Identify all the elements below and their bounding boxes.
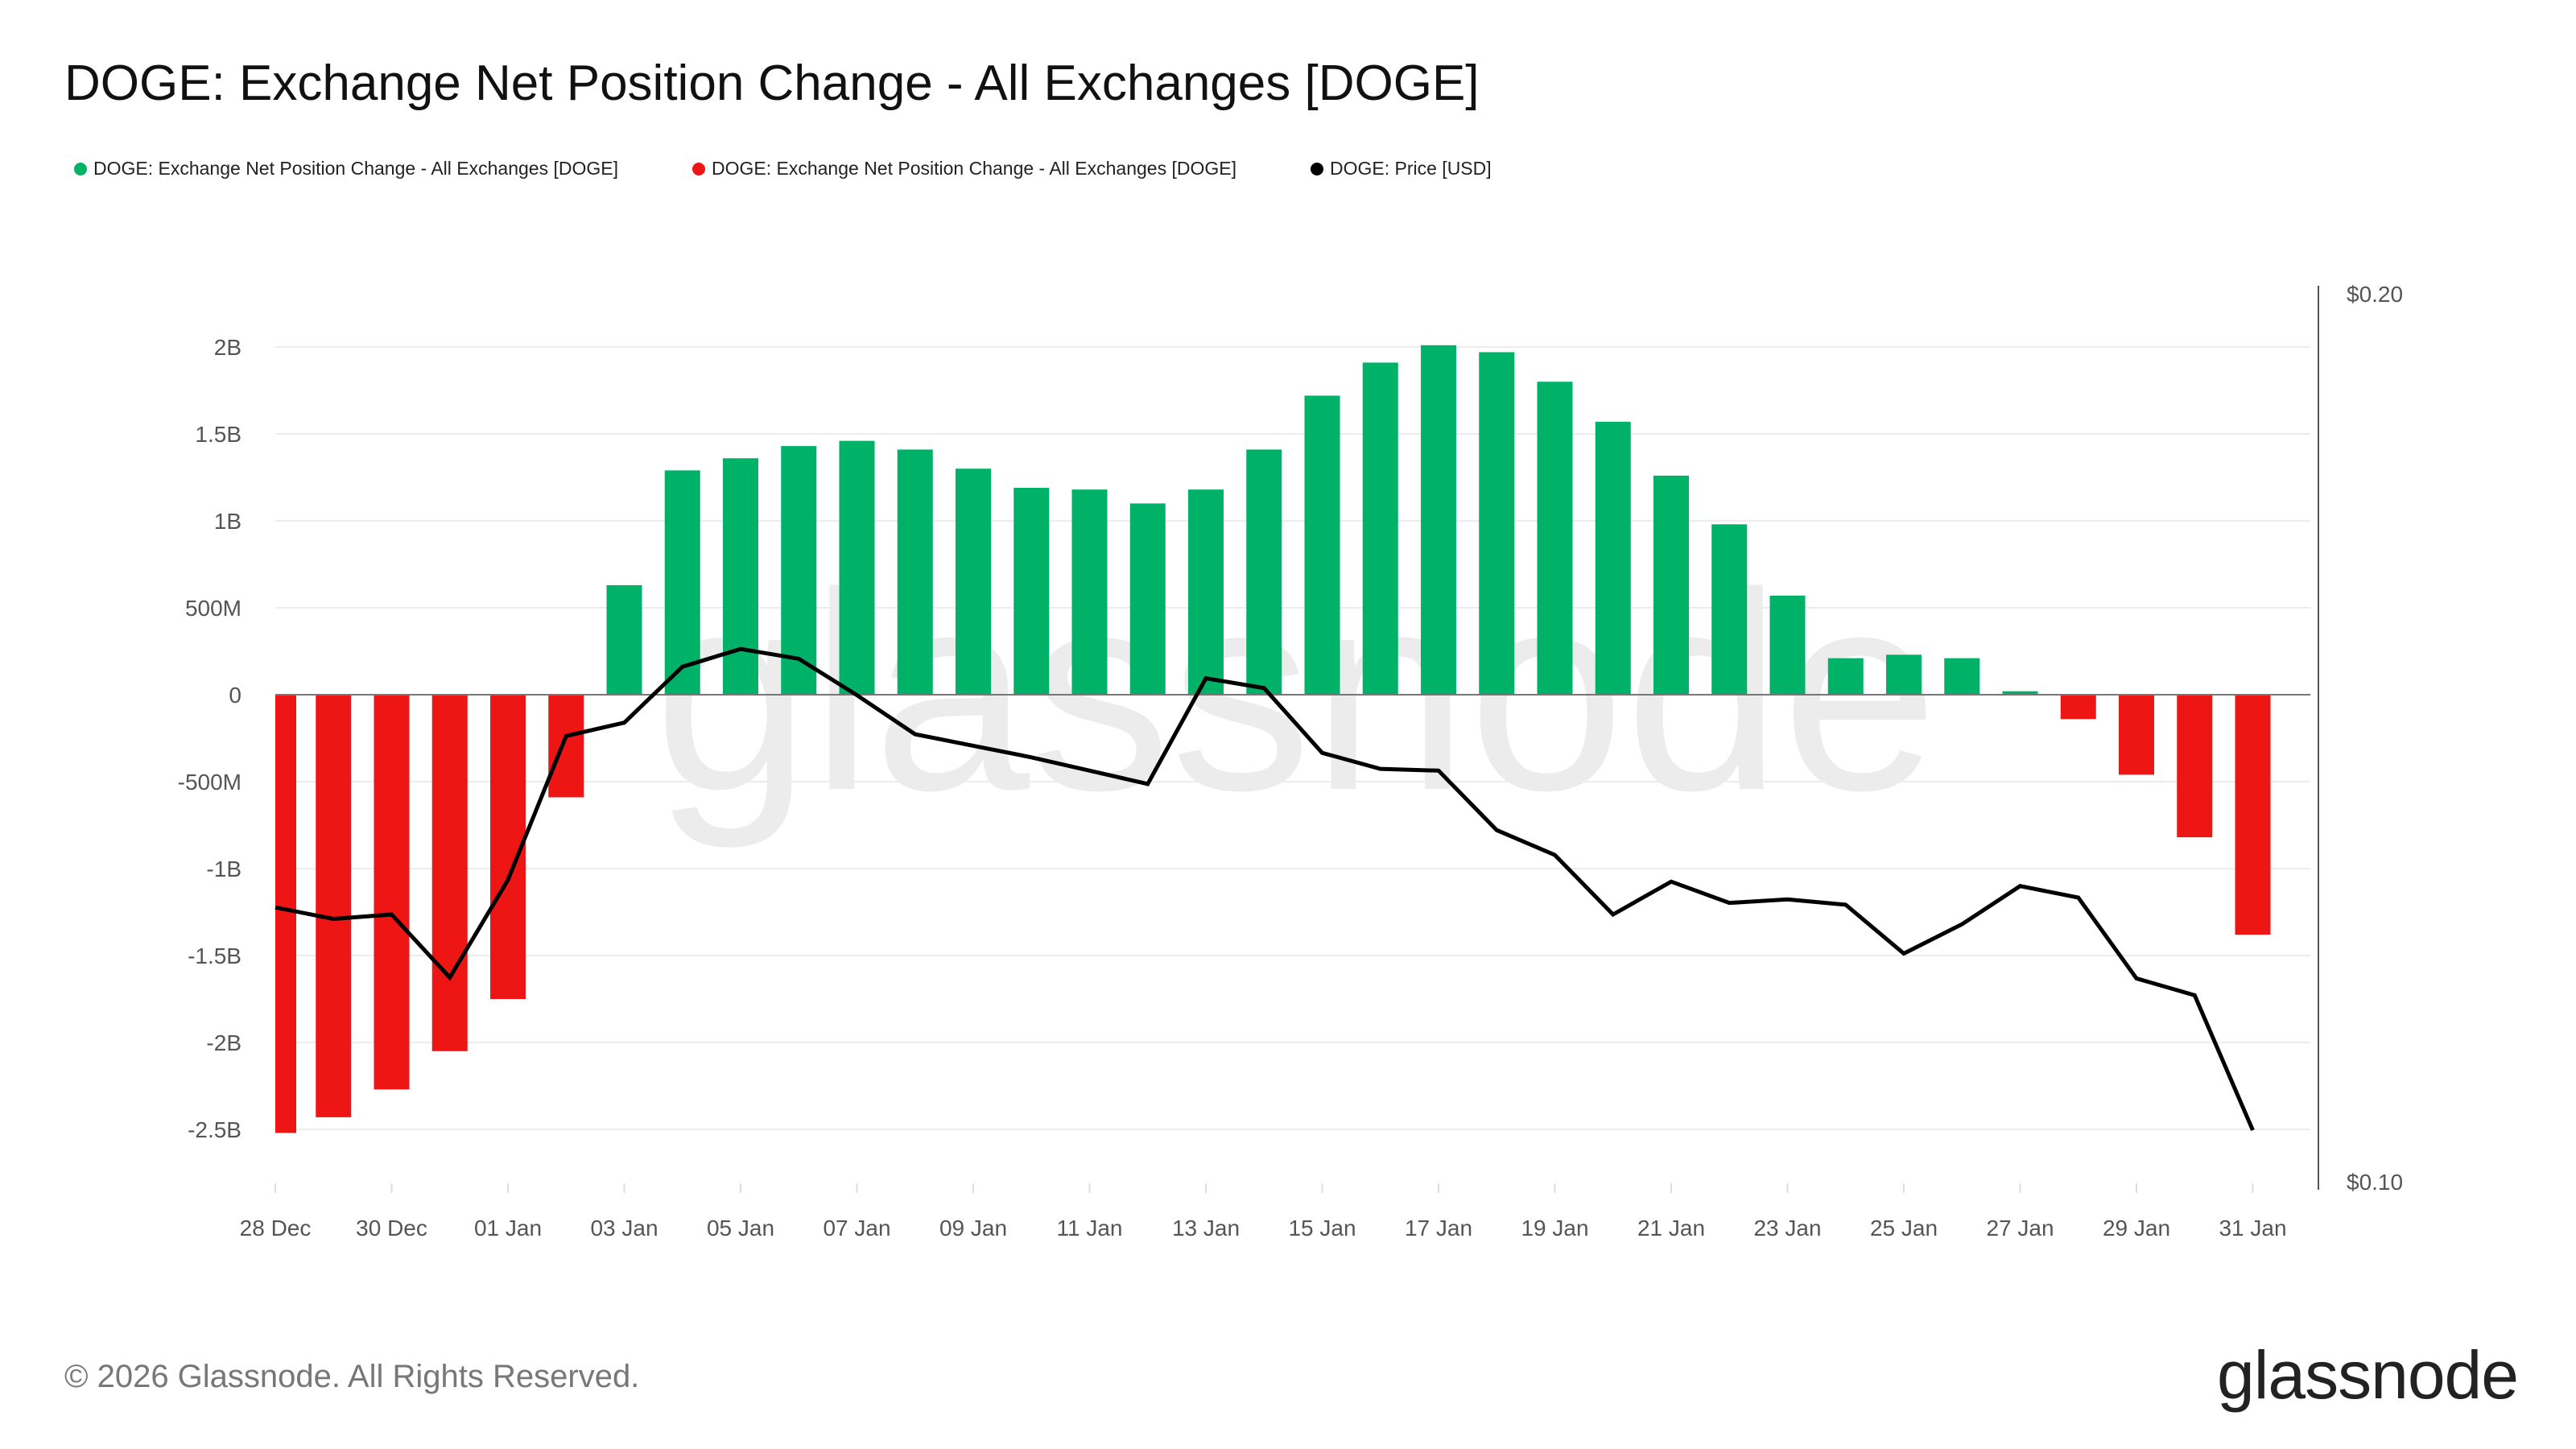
legend-item-price[interactable]: DOGE: Price [USD]	[1311, 158, 1492, 180]
bar-positive	[897, 449, 933, 695]
bar-positive	[956, 469, 991, 695]
bar-negative	[2119, 695, 2154, 775]
y-tick-label: 1.5B	[195, 422, 242, 447]
legend-label: DOGE: Price [USD]	[1330, 158, 1492, 179]
legend-item-inflow[interactable]: DOGE: Exchange Net Position Change - All…	[74, 158, 618, 180]
bar-negative	[374, 695, 410, 1090]
bar-positive	[1421, 345, 1456, 695]
bar-positive	[1537, 382, 1573, 695]
x-tick-label: 15 Jan	[1288, 1216, 1356, 1241]
bar-positive	[1886, 654, 1922, 695]
chart-title: DOGE: Exchange Net Position Change - All…	[64, 56, 1480, 111]
bar-positive	[1595, 421, 1631, 695]
y-tick-label: 1B	[214, 509, 242, 534]
price-line	[275, 646, 2255, 1132]
y-tick-label: -2.5B	[188, 1117, 242, 1142]
y-tick-label: -1B	[206, 857, 242, 881]
bar-positive	[1944, 658, 1980, 695]
x-tick-label: 05 Jan	[707, 1216, 774, 1241]
bar-positive	[1013, 487, 1050, 695]
y-right-tick-label: $0.10	[2347, 1170, 2403, 1195]
bar-positive	[1071, 489, 1108, 695]
x-tick-label: 11 Jan	[1057, 1216, 1123, 1241]
x-tick-label: 19 Jan	[1521, 1216, 1588, 1241]
legend-dot-black-icon	[1311, 162, 1323, 175]
legend-dot-green-icon	[74, 162, 87, 175]
bar-positive	[1129, 503, 1166, 695]
legend-label: DOGE: Exchange Net Position Change - All…	[712, 158, 1236, 179]
bar-positive	[1188, 489, 1224, 695]
bar-positive	[1362, 362, 1398, 695]
bar-positive	[723, 458, 758, 695]
y-tick-label: -2B	[206, 1030, 242, 1055]
y-tick-label: 500M	[185, 596, 242, 621]
y-tick-label: 2B	[214, 335, 242, 360]
bar-negative	[2177, 695, 2213, 838]
legend: DOGE: Exchange Net Position Change - All…	[74, 158, 1566, 180]
x-tick-label: 13 Jan	[1172, 1216, 1240, 1241]
x-tick-label: 17 Jan	[1405, 1216, 1472, 1241]
bar-positive	[1653, 475, 1689, 695]
bar-negative	[316, 695, 352, 1117]
bar-positive	[1479, 352, 1515, 695]
y-tick-label: -500M	[178, 770, 242, 795]
legend-item-outflow[interactable]: DOGE: Exchange Net Position Change - All…	[692, 158, 1236, 180]
bar-positive	[606, 584, 642, 695]
bar-negative	[431, 695, 468, 1051]
y-tick-label: 0	[229, 683, 242, 708]
x-tick-label: 01 Jan	[474, 1216, 542, 1241]
x-tick-label: 30 Dec	[356, 1216, 427, 1241]
legend-dot-red-icon	[692, 162, 705, 175]
x-tick-label: 29 Jan	[2103, 1216, 2170, 1241]
y-tick-label: -1.5B	[188, 943, 242, 968]
bar-negative	[2235, 695, 2271, 935]
x-tick-label: 28 Dec	[240, 1216, 312, 1241]
bar-positive	[664, 470, 700, 695]
bar-negative	[2060, 695, 2096, 720]
x-tick-label: 09 Jan	[939, 1216, 1007, 1241]
x-tick-label: 25 Jan	[1870, 1216, 1938, 1241]
x-tick-label: 31 Jan	[2219, 1216, 2286, 1241]
bar-positive	[1827, 658, 1864, 695]
bar-positive	[839, 440, 875, 695]
bar-negative	[548, 695, 584, 798]
x-tick-label: 21 Jan	[1637, 1216, 1705, 1241]
bar-positive	[1769, 595, 1806, 695]
y-right-tick-label: $0.20	[2347, 282, 2403, 307]
bar-positive	[1711, 524, 1748, 695]
legend-label: DOGE: Exchange Net Position Change - All…	[93, 158, 618, 179]
x-tick-label: 23 Jan	[1753, 1216, 1821, 1241]
copyright-footer: © 2026 Glassnode. All Rights Reserved.	[64, 1359, 640, 1394]
x-tick-label: 27 Jan	[1986, 1216, 2054, 1241]
x-tick-label: 03 Jan	[590, 1216, 658, 1241]
bar-positive	[2002, 691, 2038, 695]
glassnode-logo: glassnode	[2217, 1337, 2519, 1413]
x-tick-label: 07 Jan	[823, 1216, 890, 1241]
bar-positive	[781, 446, 817, 695]
bar-positive	[1304, 395, 1340, 695]
bar-positive	[1246, 449, 1282, 695]
bar-negative	[275, 695, 296, 1133]
